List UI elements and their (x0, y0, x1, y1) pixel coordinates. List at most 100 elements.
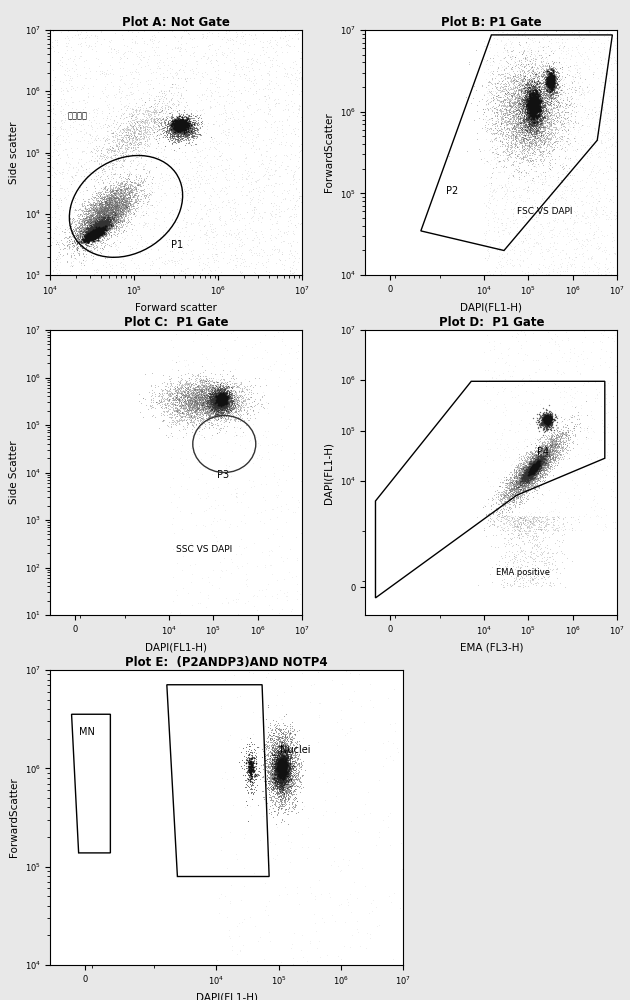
Point (182, 390, 192, 406)
Point (533, 96, 543, 112)
Point (195, 372, 205, 388)
Point (568, 496, 578, 512)
Point (99, 200, 109, 216)
Point (182, 376, 192, 392)
Point (275, 766, 285, 782)
Point (85, 222, 95, 238)
Point (542, 456, 553, 472)
Point (108, 195, 118, 211)
Point (545, 83, 555, 99)
Point (106, 217, 116, 233)
Point (512, 79, 522, 95)
Point (525, 466, 535, 482)
Point (548, 435, 558, 451)
Point (598, 418, 609, 434)
Point (210, 391, 220, 407)
Point (87, 231, 97, 247)
Point (523, 445, 533, 461)
Point (554, 75, 564, 91)
Point (521, 474, 531, 490)
Point (216, 394, 226, 410)
Point (182, 403, 192, 419)
Point (525, 98, 535, 114)
Point (176, 385, 186, 401)
Point (275, 766, 285, 782)
Point (532, 454, 542, 470)
Point (527, 462, 537, 478)
Point (557, 428, 567, 444)
Point (277, 763, 287, 779)
Point (559, 160, 569, 176)
Point (207, 386, 217, 402)
Point (96, 216, 106, 232)
Point (151, 128, 161, 144)
Point (525, 98, 535, 114)
Point (522, 73, 532, 89)
Point (555, 442, 565, 458)
Point (531, 462, 541, 478)
Point (509, 109, 519, 125)
Point (101, 214, 112, 230)
Point (88, 225, 98, 241)
Point (269, 740, 279, 756)
Point (178, 116, 188, 132)
Point (76, 222, 86, 238)
Point (113, 183, 123, 199)
Point (215, 408, 225, 424)
Point (606, 88, 616, 104)
Point (86, 225, 96, 241)
Point (571, 241, 581, 257)
Point (178, 116, 188, 132)
Point (540, 413, 550, 429)
Point (178, 123, 188, 139)
Point (215, 389, 225, 405)
Point (510, 99, 520, 115)
Point (159, 124, 169, 140)
Point (176, 117, 186, 133)
Point (166, 373, 176, 389)
Point (176, 111, 186, 127)
Point (195, 490, 205, 506)
Point (215, 381, 226, 397)
Point (527, 101, 537, 117)
Point (522, 462, 532, 478)
Point (517, 495, 527, 511)
Point (272, 773, 282, 789)
Point (211, 398, 221, 414)
Point (201, 387, 211, 403)
Point (257, 350, 267, 366)
Point (101, 178, 111, 194)
Point (200, 231, 210, 247)
Point (100, 222, 110, 238)
Point (539, 85, 549, 101)
Point (62, 222, 72, 238)
Point (102, 200, 112, 216)
Point (295, 784, 305, 800)
Point (547, 159, 558, 175)
Point (100, 214, 110, 230)
Point (216, 389, 226, 405)
Point (512, 86, 522, 102)
Point (246, 762, 256, 778)
Point (132, 125, 142, 141)
Point (280, 761, 290, 777)
Point (115, 51, 125, 67)
Point (553, 69, 563, 85)
Point (79, 121, 89, 137)
Point (95, 195, 105, 211)
Point (117, 125, 127, 141)
Point (150, 92, 160, 108)
Point (577, 98, 587, 114)
Point (525, 90, 536, 106)
Point (538, 102, 548, 118)
Point (236, 396, 246, 412)
Point (520, 468, 530, 484)
Point (102, 223, 112, 239)
Point (294, 764, 304, 780)
Point (219, 387, 229, 403)
Point (586, 136, 596, 152)
Point (222, 388, 232, 404)
Point (572, 477, 582, 493)
Point (544, 140, 554, 156)
Point (285, 761, 295, 777)
